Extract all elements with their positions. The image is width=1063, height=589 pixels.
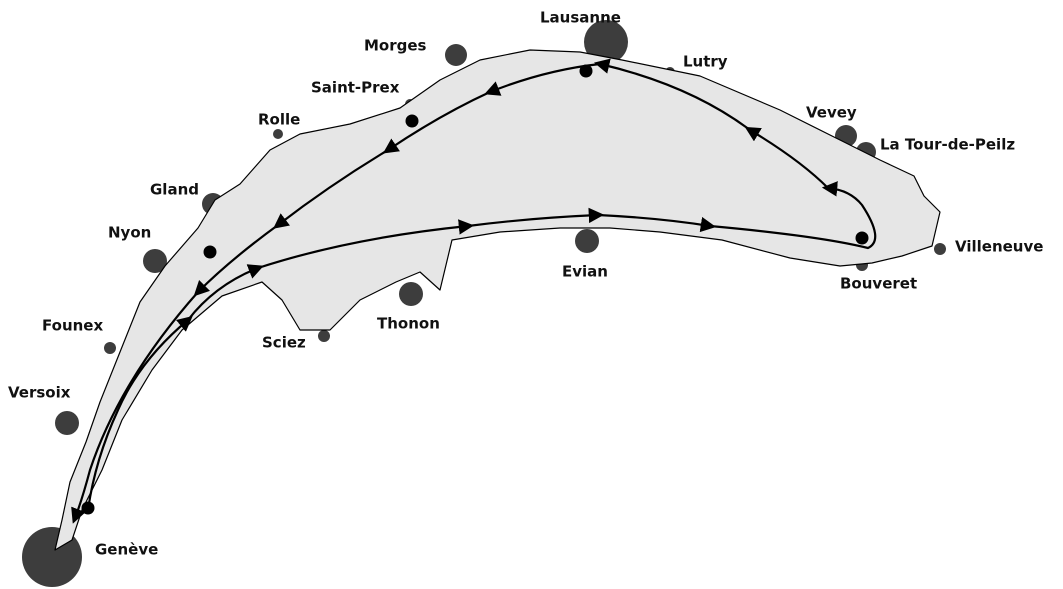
town-circle [143, 249, 167, 273]
town-label: Vevey [806, 104, 857, 122]
town-label: Lutry [683, 53, 728, 71]
town-circle [273, 129, 283, 139]
town-label: Genève [95, 541, 158, 559]
town-circle [575, 229, 599, 253]
town-circle [55, 411, 79, 435]
town-label: La Tour-de-Peilz [880, 136, 1015, 154]
town-circle [104, 342, 116, 354]
town-label: Sciez [262, 334, 306, 352]
town-label: Gland [150, 181, 199, 199]
town-label: Thonon [377, 315, 440, 333]
town-circle [399, 282, 423, 306]
town-circle [318, 330, 330, 342]
town-circle [445, 44, 467, 66]
town-circle [934, 243, 946, 255]
town-label: Morges [364, 37, 427, 55]
town-label: Founex [42, 317, 103, 335]
town-label: Villeneuve [955, 238, 1043, 256]
stops [81, 64, 869, 515]
town-label: Bouveret [840, 275, 917, 293]
town-label: Versoix [8, 384, 71, 402]
route [71, 58, 877, 524]
lake [54, 49, 941, 551]
town-label: Rolle [258, 111, 300, 129]
town-label: Saint-Prex [311, 79, 400, 97]
town-label: Evian [562, 263, 608, 281]
town-label: Lausanne [540, 9, 621, 27]
town-circle [584, 20, 628, 64]
town-label: Nyon [108, 224, 151, 242]
